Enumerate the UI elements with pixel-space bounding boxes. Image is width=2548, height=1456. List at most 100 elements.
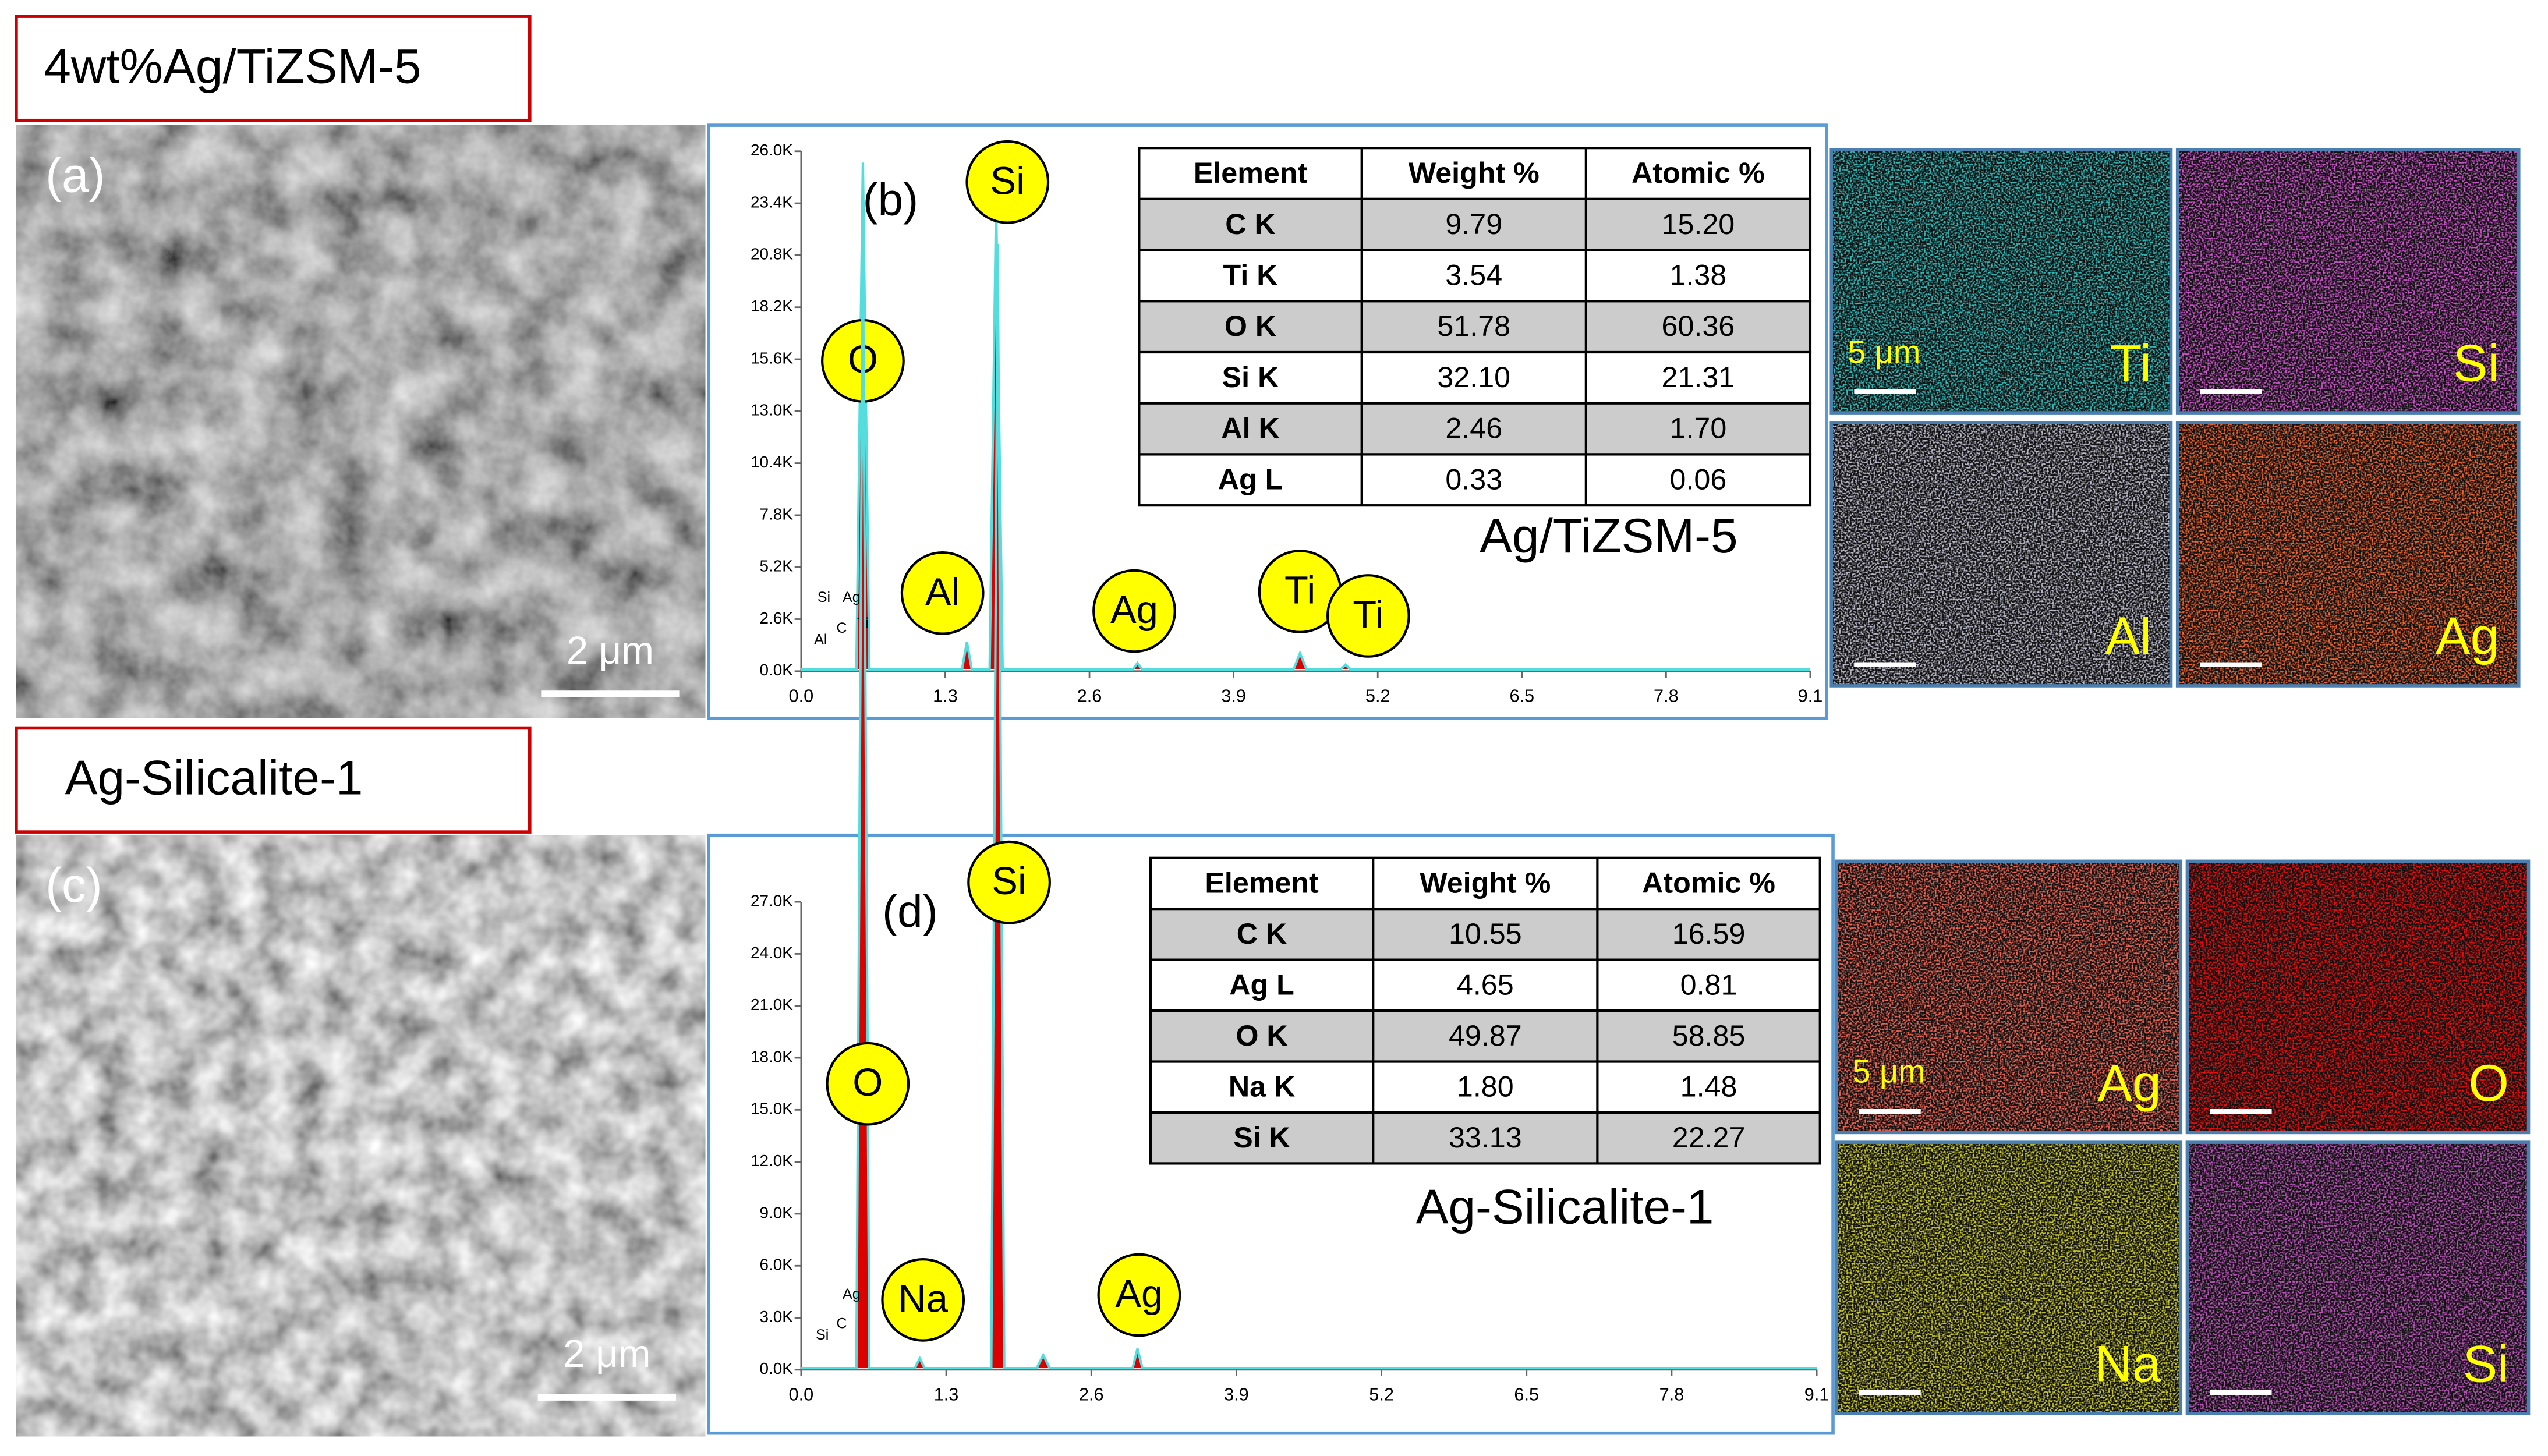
panel-title: Ag-Silicalite-1 — [65, 750, 363, 805]
map-signal — [2179, 424, 2517, 685]
sem-image — [16, 125, 706, 718]
title-box — [15, 15, 532, 122]
table-row — [1149, 908, 1821, 961]
map-signal — [1838, 1143, 2179, 1412]
table-row — [1149, 856, 1821, 911]
map-signal — [1833, 151, 2170, 412]
table-cell: 33.13 — [1449, 1121, 1522, 1154]
peak-marker — [1097, 1253, 1181, 1337]
y-tick-label: 2.6K — [760, 609, 794, 627]
y-tick-label: 23.4K — [751, 193, 793, 211]
minor-peak-label: Si — [818, 589, 830, 605]
spectrum-panel-label: (d) — [882, 885, 937, 937]
scale-bar-label: 2 μm — [567, 629, 654, 672]
table-row — [1149, 1111, 1821, 1165]
table-header: Atomic % — [1632, 157, 1765, 189]
map-element: Si — [2453, 334, 2499, 392]
table-cell: C K — [1237, 917, 1287, 950]
table-header: Element — [1194, 157, 1308, 189]
table-cell: Na K — [1229, 1070, 1295, 1103]
map-signal — [2189, 1143, 2527, 1412]
peak-marker — [900, 551, 985, 635]
y-tick-label: 26.0K — [751, 141, 793, 159]
sample-name: Ag/TiZSM-5 — [1480, 508, 1737, 563]
x-tick-label: 2.6 — [1079, 1384, 1104, 1405]
table-cell: 1.70 — [1670, 412, 1727, 445]
y-tick-label: 15.6K — [751, 349, 793, 367]
table-row — [1138, 350, 1812, 405]
map-element: Ti — [2110, 334, 2151, 392]
panel-title: 4wt%Ag/TiZSM-5 — [44, 38, 421, 93]
x-tick-label: 3.9 — [1224, 1384, 1249, 1405]
map-signal — [2179, 151, 2517, 412]
y-tick-label: 3.0K — [760, 1308, 794, 1326]
y-tick-label: 7.8K — [760, 505, 794, 523]
sem-label: (c) — [45, 858, 102, 912]
table-cell: C K — [1225, 208, 1276, 240]
table-cell: O K — [1225, 310, 1276, 342]
peak-label: O — [852, 1061, 883, 1104]
x-tick-label: 9.1 — [1798, 686, 1823, 706]
x-tick-label: 7.8 — [1654, 686, 1679, 706]
table-row — [1138, 300, 1812, 354]
y-tick-label: 6.0K — [760, 1256, 794, 1274]
peak-label: Ti — [1284, 569, 1315, 612]
table-header: Weight % — [1409, 157, 1540, 189]
table-cell: Ti K — [1223, 259, 1278, 292]
table-row — [1149, 1009, 1821, 1063]
y-tick-label: 18.0K — [751, 1047, 793, 1065]
y-tick-label: 18.2K — [751, 297, 793, 315]
map-element: Al — [2105, 607, 2151, 665]
peak-label: Ag — [1115, 1272, 1163, 1316]
map-element: Si — [2463, 1335, 2509, 1393]
map-signal — [1838, 863, 2179, 1131]
y-tick-label: 12.0K — [751, 1152, 793, 1170]
table-cell: 10.55 — [1449, 917, 1522, 950]
x-tick-label: 5.2 — [1365, 686, 1390, 706]
peak-marker — [1092, 569, 1176, 653]
table-row — [1149, 1060, 1821, 1114]
scale-bar-label: 2 μm — [563, 1332, 650, 1376]
table-row — [1138, 402, 1812, 456]
peak-label: Ag — [1110, 588, 1158, 632]
peak-marker — [967, 840, 1051, 924]
map-element: O — [2469, 1054, 2509, 1112]
sample-name: Ag-Silicalite-1 — [1416, 1179, 1714, 1234]
spectrum-line — [801, 243, 1817, 1370]
table-header: Element — [1205, 867, 1319, 899]
y-tick-label: 24.0K — [751, 944, 793, 962]
table-cell: 32.10 — [1437, 361, 1510, 394]
table-cell: 1.80 — [1457, 1070, 1514, 1103]
minor-peak-label: C — [837, 620, 847, 636]
table-cell: 15.20 — [1662, 208, 1735, 240]
y-tick-label: 9.0K — [760, 1203, 794, 1221]
x-tick-label: 5.2 — [1369, 1384, 1394, 1405]
table-cell: Ag L — [1229, 968, 1294, 1001]
peak-marker — [826, 1041, 910, 1126]
table-cell: Al K — [1221, 412, 1279, 445]
peak-label: Al — [925, 570, 960, 614]
x-tick-label: 9.1 — [1804, 1384, 1829, 1405]
peak-marker — [1326, 574, 1410, 658]
x-tick-label: 7.8 — [1659, 1384, 1684, 1405]
table-cell: 3.54 — [1445, 259, 1502, 292]
table-cell: Si K — [1233, 1121, 1290, 1154]
table-row — [1138, 249, 1812, 303]
table-cell: Ag L — [1218, 463, 1283, 495]
table-cell: 51.78 — [1437, 310, 1510, 342]
table-cell: Si K — [1222, 361, 1279, 394]
table-cell: 2.46 — [1445, 412, 1502, 445]
table-cell: 16.59 — [1672, 917, 1746, 950]
x-tick-label: 2.6 — [1077, 686, 1102, 706]
x-tick-label: 6.5 — [1509, 686, 1534, 706]
y-tick-label: 10.4K — [751, 453, 793, 471]
table-row — [1138, 197, 1812, 251]
table-cell: 22.27 — [1672, 1121, 1746, 1154]
peak-label: Si — [992, 859, 1027, 903]
map-scale-label: 5 μm — [1853, 1053, 1926, 1090]
table-cell: 0.33 — [1445, 463, 1502, 495]
table-cell: 0.06 — [1670, 463, 1727, 495]
x-tick-label: 0.0 — [789, 686, 814, 706]
y-tick-label: 13.0K — [751, 401, 793, 419]
